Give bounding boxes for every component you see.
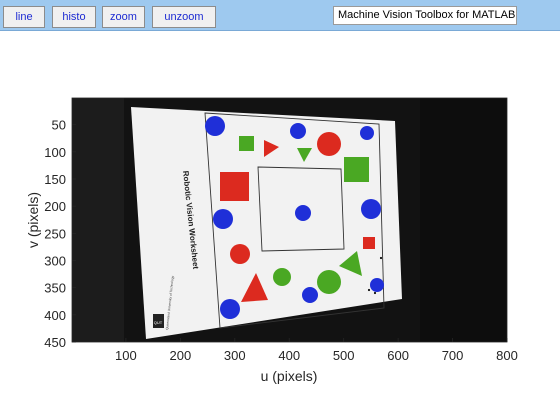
y-tick-label: 250 <box>44 226 66 241</box>
y-tick-label: 50 <box>52 118 66 133</box>
blue-circle <box>370 278 384 292</box>
blue-circle <box>360 126 374 140</box>
x-tick-label: 600 <box>387 348 409 363</box>
green-shapes <box>239 136 369 294</box>
y-tick-label: 100 <box>44 145 66 160</box>
line-button[interactable]: line <box>3 6 45 28</box>
toolbar: line histo zoom unzoom Machine Vision To… <box>0 0 560 31</box>
red-triangle <box>241 273 268 302</box>
y-tick-label: 300 <box>44 253 66 268</box>
image-display[interactable]: QUT Queensland University of Technology … <box>72 98 507 342</box>
x-tick-label: 700 <box>442 348 464 363</box>
green-circle <box>273 268 291 286</box>
blue-circle <box>205 116 225 136</box>
blue-circle <box>290 123 306 139</box>
y-axis-label: v (pixels) <box>25 192 41 248</box>
x-tick-label: 800 <box>496 348 518 363</box>
x-tick-label: 500 <box>333 348 355 363</box>
center-square <box>257 166 345 252</box>
x-axis: 100 200 300 400 500 600 700 800 <box>115 338 518 363</box>
blue-circle <box>361 199 381 219</box>
worksheet-border <box>204 112 385 329</box>
red-square <box>220 172 249 201</box>
red-triangle <box>264 140 279 157</box>
green-square <box>344 157 369 182</box>
title-text-field[interactable]: Machine Vision Toolbox for MATLAB <box>333 6 517 25</box>
y-tick-label: 150 <box>44 172 66 187</box>
green-square <box>239 136 254 151</box>
y-tick-label: 400 <box>44 308 66 323</box>
red-circle <box>230 244 250 264</box>
histo-button[interactable]: histo <box>52 6 96 28</box>
x-tick-label: 400 <box>278 348 300 363</box>
x-tick-label: 300 <box>224 348 246 363</box>
zoom-button[interactable]: zoom <box>102 6 145 28</box>
y-tick-label: 200 <box>44 199 66 214</box>
unzoom-button[interactable]: unzoom <box>152 6 216 28</box>
x-tick-label: 200 <box>169 348 191 363</box>
x-axis-label: u (pixels) <box>261 368 318 384</box>
blue-circle <box>220 299 240 319</box>
university-text: Queensland University of Technology <box>165 275 175 330</box>
qut-logo <box>153 314 164 328</box>
blue-circle <box>302 287 318 303</box>
x-tick-label: 100 <box>115 348 137 363</box>
svg-text:QUT: QUT <box>154 320 163 325</box>
red-square <box>363 237 375 249</box>
y-tick-label: 350 <box>44 281 66 296</box>
blue-circles <box>205 116 384 319</box>
blue-circle <box>213 209 233 229</box>
blue-circle <box>295 205 311 221</box>
red-shapes <box>220 132 375 302</box>
y-tick-label: 450 <box>44 335 66 350</box>
green-circle <box>317 270 341 294</box>
green-triangle <box>297 148 312 162</box>
red-circle <box>317 132 341 156</box>
green-triangle <box>339 251 362 276</box>
y-axis: 50 100 150 200 250 300 350 400 450 <box>44 118 76 350</box>
